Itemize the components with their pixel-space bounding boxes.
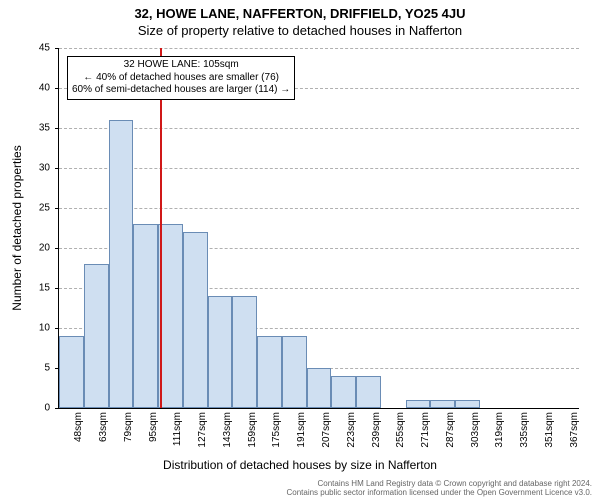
x-tick-label: 191sqm	[296, 412, 307, 448]
annotation-line-3: 60% of semi-detached houses are larger (…	[72, 84, 290, 97]
x-tick-label: 95sqm	[148, 412, 159, 442]
x-tick-label: 287sqm	[445, 412, 456, 448]
x-tick-label: 271sqm	[420, 412, 431, 448]
footer-credits: Contains HM Land Registry data © Crown c…	[286, 479, 592, 498]
x-tick-label: 255sqm	[395, 412, 406, 448]
histogram-bar	[158, 224, 183, 408]
histogram-plot: 32 HOWE LANE: 105sqm ← 40% of detached h…	[58, 48, 579, 409]
histogram-bar	[133, 224, 158, 408]
x-tick-label: 63sqm	[98, 412, 109, 442]
annotation-line-2: ← 40% of detached houses are smaller (76…	[72, 72, 290, 85]
y-tick-label: 45	[20, 43, 50, 54]
x-tick-label: 367sqm	[569, 412, 580, 448]
x-tick-label: 239sqm	[371, 412, 382, 448]
y-tick-label: 35	[20, 123, 50, 134]
histogram-bar	[59, 336, 84, 408]
footer-line-2: Contains public sector information licen…	[286, 488, 592, 498]
histogram-bar	[208, 296, 233, 408]
chart-container: 32, HOWE LANE, NAFFERTON, DRIFFIELD, YO2…	[0, 0, 600, 500]
x-tick-label: 48sqm	[73, 412, 84, 442]
y-tick-label: 25	[20, 203, 50, 214]
x-tick-label: 111sqm	[172, 412, 183, 446]
histogram-bar	[183, 232, 208, 408]
x-tick-label: 207sqm	[321, 412, 332, 448]
histogram-bar	[232, 296, 257, 408]
histogram-bar	[331, 376, 356, 408]
histogram-bar	[282, 336, 307, 408]
y-tick-label: 10	[20, 323, 50, 334]
footer-line-1: Contains HM Land Registry data © Crown c…	[286, 479, 592, 489]
y-tick-label: 20	[20, 243, 50, 254]
x-tick-label: 175sqm	[271, 412, 282, 448]
histogram-bar	[257, 336, 282, 408]
y-tick-label: 40	[20, 83, 50, 94]
x-tick-label: 127sqm	[197, 412, 208, 448]
x-tick-label: 223sqm	[346, 412, 357, 448]
page-title: 32, HOWE LANE, NAFFERTON, DRIFFIELD, YO2…	[0, 0, 600, 21]
histogram-bar	[455, 400, 480, 408]
page-subtitle: Size of property relative to detached ho…	[0, 21, 600, 38]
x-tick-label: 303sqm	[470, 412, 481, 448]
x-axis-label: Distribution of detached houses by size …	[0, 458, 600, 472]
histogram-bar	[430, 400, 455, 408]
y-tick-label: 5	[20, 363, 50, 374]
y-tick-label: 0	[20, 403, 50, 414]
x-tick-label: 79sqm	[123, 412, 134, 442]
histogram-bar	[307, 368, 332, 408]
x-tick-label: 143sqm	[222, 412, 233, 448]
histogram-bar	[84, 264, 109, 408]
x-tick-label: 335sqm	[519, 412, 530, 448]
histogram-bar	[356, 376, 381, 408]
x-tick-label: 319sqm	[494, 412, 505, 448]
histogram-bar	[406, 400, 431, 408]
annotation-box: 32 HOWE LANE: 105sqm ← 40% of detached h…	[67, 56, 295, 100]
x-tick-label: 159sqm	[247, 412, 258, 448]
histogram-bar	[109, 120, 134, 408]
x-tick-label: 351sqm	[544, 412, 555, 448]
annotation-line-1: 32 HOWE LANE: 105sqm	[72, 59, 290, 72]
y-tick-label: 15	[20, 283, 50, 294]
reference-line	[160, 48, 162, 408]
y-tick-label: 30	[20, 163, 50, 174]
